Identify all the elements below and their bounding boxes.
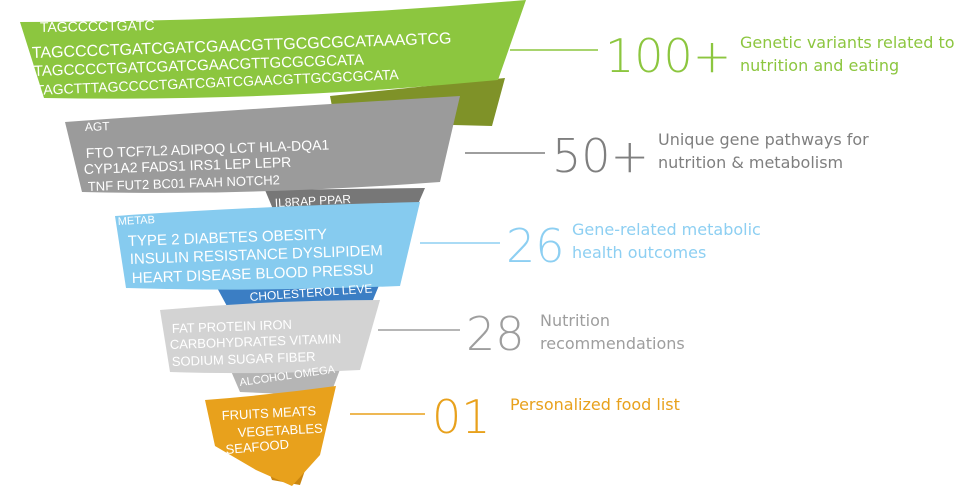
ribbon-text: TYPE 2 DIABETES OBESITY bbox=[128, 226, 328, 250]
ribbon-text: TAGCCCCTGATC bbox=[40, 17, 155, 35]
ribbon-text: SEAFOOD bbox=[225, 437, 290, 457]
tier-number: 50+ bbox=[552, 129, 649, 183]
tier-description: health outcomes bbox=[572, 243, 706, 262]
tier-number: 28 bbox=[466, 307, 525, 361]
funnel: TAGCCCCTGATCTAGCCCCTGATCGATCGAACGTTGCGCG… bbox=[20, 0, 526, 486]
ribbon-text: FAT PROTEIN IRON bbox=[172, 317, 293, 336]
ribbon-front bbox=[65, 96, 460, 193]
tier-number: 01 bbox=[432, 390, 491, 444]
tier-description: Unique gene pathways for bbox=[658, 130, 869, 149]
ribbon-front bbox=[20, 0, 526, 99]
tier-description: Gene-related metabolic bbox=[572, 220, 761, 239]
ribbon-front bbox=[115, 202, 420, 290]
tier-description: Genetic variants related to bbox=[740, 33, 955, 52]
ribbon-text: FRUITS MEATS bbox=[221, 403, 316, 423]
tier-description: nutrition & metabolism bbox=[658, 153, 843, 172]
ribbon-text: SODIUM SUGAR FIBER bbox=[172, 349, 316, 369]
ribbon-text: CARBOHYDRATES VITAMIN bbox=[170, 331, 342, 352]
tier-description: recommendations bbox=[540, 334, 685, 353]
ribbon-text: TNF FUT2 BC01 FAAH NOTCH2 bbox=[88, 172, 281, 194]
tier-description: Nutrition bbox=[540, 311, 610, 330]
ribbon-text: VEGETABLES bbox=[237, 421, 323, 440]
tier-number: 100+ bbox=[605, 29, 731, 83]
ribbon-text: AGT bbox=[85, 119, 111, 134]
ribbon-text: CYP1A2 FADS1 IRS1 LEP LEPR bbox=[84, 154, 292, 177]
ribbon-front bbox=[160, 300, 380, 374]
tier-description: nutrition and eating bbox=[740, 56, 899, 75]
tier-number: 26 bbox=[506, 219, 565, 273]
ribbon-front bbox=[205, 386, 336, 486]
ribbon-text: METAB bbox=[118, 214, 156, 228]
tier-description: Personalized food list bbox=[510, 395, 680, 414]
